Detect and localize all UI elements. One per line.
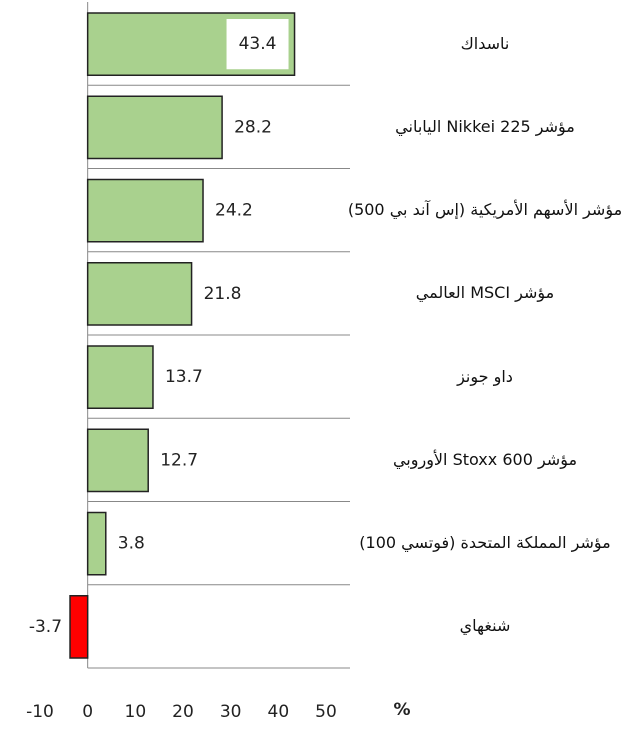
x-tick-label: 0 bbox=[82, 702, 93, 722]
value-label: 43.4 bbox=[239, 34, 277, 54]
value-label: 3.8 bbox=[118, 534, 145, 554]
bar bbox=[86, 428, 149, 493]
x-tick-label: -10 bbox=[26, 702, 54, 722]
value-label: -3.7 bbox=[29, 617, 62, 637]
x-tick-label: 40 bbox=[268, 702, 290, 722]
bar bbox=[86, 262, 193, 326]
bar bbox=[86, 95, 223, 160]
x-tick-label: 30 bbox=[220, 702, 242, 722]
bar bbox=[86, 345, 154, 409]
category-label: مؤشر Stoxx 600 الأوروبي bbox=[392, 449, 578, 469]
x-tick-label: 50 bbox=[315, 702, 337, 722]
category-label: مؤشر Nikkei 225 الياباني bbox=[395, 116, 575, 136]
x-axis-label: % bbox=[393, 700, 410, 720]
category-label: مؤشر MSCI العالمي bbox=[415, 283, 555, 303]
bar bbox=[86, 511, 107, 576]
value-label: 24.2 bbox=[215, 201, 253, 221]
category-label: مؤشر الأسهم الأمريكية (إس آند بي 500) bbox=[347, 200, 623, 220]
bar bbox=[86, 178, 204, 243]
category-label: داو جونز bbox=[457, 366, 513, 386]
category-label: ناسداك bbox=[460, 33, 510, 53]
value-label: 21.8 bbox=[204, 284, 242, 304]
category-label: شنغهاي bbox=[459, 616, 511, 636]
value-label: 28.2 bbox=[234, 117, 272, 137]
value-label: 13.7 bbox=[165, 367, 203, 387]
bar bbox=[69, 595, 89, 659]
value-label-bg bbox=[226, 19, 289, 70]
x-tick-label: 10 bbox=[125, 702, 147, 722]
x-tick-label: 20 bbox=[172, 702, 194, 722]
value-label: 12.7 bbox=[160, 450, 198, 470]
category-label: مؤشر المملكة المتحدة (فوتسي 100) bbox=[359, 533, 611, 553]
